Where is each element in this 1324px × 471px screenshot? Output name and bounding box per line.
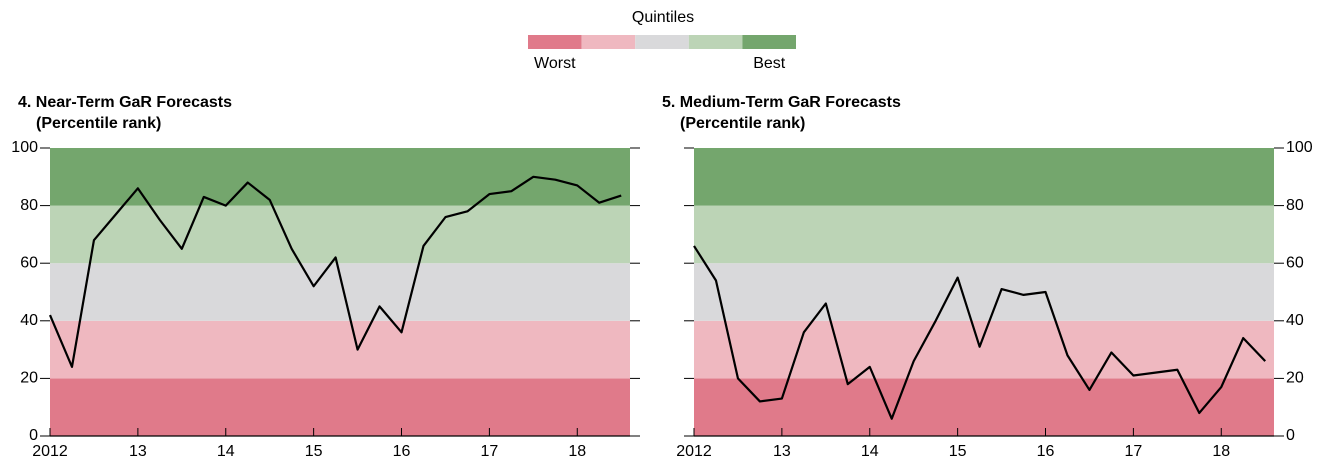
- quintile-band: [694, 378, 1274, 436]
- y-tick-label: 40: [20, 312, 38, 329]
- y-tick-label: 100: [11, 139, 38, 156]
- x-tick-label: 16: [393, 443, 411, 460]
- legend-swatch: [581, 35, 636, 49]
- legend-swatch: [528, 35, 582, 49]
- quintile-band: [50, 378, 630, 436]
- panel-title: 4. Near-Term GaR Forecasts: [18, 94, 232, 111]
- quintile-band: [50, 205, 630, 264]
- y-tick-label: 20: [1286, 370, 1304, 387]
- y-tick-label: 60: [20, 254, 38, 271]
- y-tick-label: 80: [1286, 197, 1304, 214]
- x-tick-label: 18: [568, 443, 586, 460]
- x-tick-label: 2012: [676, 443, 712, 460]
- quintile-band: [50, 148, 630, 206]
- panel-title: 5. Medium-Term GaR Forecasts: [662, 94, 901, 111]
- x-tick-label: 14: [217, 443, 235, 460]
- y-tick-label: 20: [20, 370, 38, 387]
- x-tick-label: 18: [1212, 443, 1230, 460]
- panel-subtitle: (Percentile rank): [36, 115, 161, 132]
- y-tick-label: 100: [1286, 139, 1313, 156]
- panel-subtitle: (Percentile rank): [680, 115, 805, 132]
- x-tick-label: 16: [1037, 443, 1055, 460]
- legend-label: Worst: [534, 55, 576, 72]
- x-tick-label: 15: [305, 443, 323, 460]
- quintile-band: [50, 320, 630, 379]
- x-tick-label: 2012: [32, 443, 68, 460]
- x-tick-label: 17: [480, 443, 498, 460]
- line-series: [48, 175, 622, 368]
- y-tick-label: 80: [20, 197, 38, 214]
- x-tick-label: 15: [949, 443, 967, 460]
- y-tick-label: 0: [29, 427, 38, 444]
- legend-swatch: [688, 35, 743, 49]
- legend-title: Quintiles: [632, 9, 694, 26]
- quintile-band: [694, 263, 1274, 321]
- quintile-band: [694, 205, 1274, 264]
- legend-swatch: [635, 35, 689, 49]
- y-tick-label: 60: [1286, 254, 1304, 271]
- quintile-band: [694, 148, 1274, 206]
- legend-label: Best: [753, 55, 786, 72]
- x-tick-label: 13: [773, 443, 791, 460]
- x-tick-label: 13: [129, 443, 147, 460]
- y-tick-label: 40: [1286, 312, 1304, 329]
- y-tick-label: 0: [1286, 427, 1295, 444]
- line-series: [693, 245, 1267, 420]
- legend-swatch: [742, 35, 796, 49]
- x-tick-label: 17: [1124, 443, 1142, 460]
- x-tick-label: 14: [861, 443, 879, 460]
- quintile-band: [694, 320, 1274, 379]
